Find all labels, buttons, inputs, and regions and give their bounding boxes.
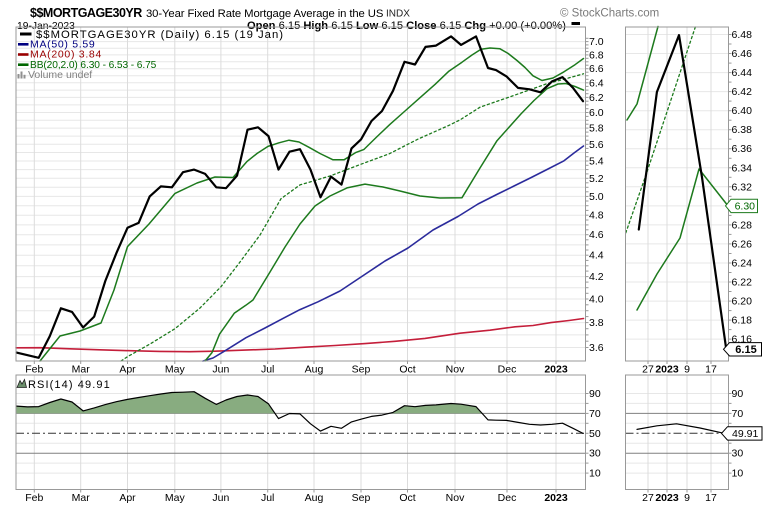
svg-text:6.48: 6.48 bbox=[732, 29, 753, 41]
svg-text:9: 9 bbox=[684, 492, 690, 504]
svg-text:2023: 2023 bbox=[544, 492, 568, 504]
svg-text:6.20: 6.20 bbox=[732, 296, 753, 308]
svg-text:Aug: Aug bbox=[305, 364, 324, 376]
svg-text:3.6: 3.6 bbox=[589, 342, 604, 354]
svg-text:5.0: 5.0 bbox=[589, 191, 604, 203]
svg-text:4.2: 4.2 bbox=[589, 271, 604, 283]
svg-text:10: 10 bbox=[732, 468, 744, 480]
svg-text:Aug: Aug bbox=[305, 492, 324, 504]
svg-text:27: 27 bbox=[642, 492, 654, 504]
svg-text:6.46: 6.46 bbox=[732, 48, 753, 60]
svg-text:$$MORTGAGE30YR (Daily) 6.15 (1: $$MORTGAGE30YR (Daily) 6.15 (19 Jan) bbox=[36, 29, 284, 41]
svg-text:6.22: 6.22 bbox=[732, 277, 753, 289]
svg-text:5.8: 5.8 bbox=[589, 123, 604, 135]
svg-text:6.34: 6.34 bbox=[732, 162, 753, 174]
svg-text:INDX: INDX bbox=[386, 9, 410, 20]
svg-text:70: 70 bbox=[732, 408, 744, 420]
svg-text:BB(20,2.0) 6.30 - 6.53 - 6.75: BB(20,2.0) 6.30 - 6.53 - 6.75 bbox=[30, 60, 157, 71]
svg-text:4.4: 4.4 bbox=[589, 250, 604, 262]
svg-text:30: 30 bbox=[732, 448, 744, 460]
svg-text:5.6: 5.6 bbox=[589, 139, 604, 151]
svg-text:6.24: 6.24 bbox=[732, 258, 753, 270]
svg-text:49.91: 49.91 bbox=[732, 428, 758, 440]
svg-text:30-Year Fixed Rate Mortgage Av: 30-Year Fixed Rate Mortgage Average in t… bbox=[146, 8, 384, 20]
svg-text:Oct: Oct bbox=[399, 492, 415, 504]
svg-text:6.28: 6.28 bbox=[732, 219, 753, 231]
svg-text:Dec: Dec bbox=[498, 364, 517, 376]
svg-text:6.18: 6.18 bbox=[732, 315, 753, 327]
svg-text:90: 90 bbox=[732, 388, 744, 400]
svg-text:10: 10 bbox=[589, 468, 601, 480]
svg-text:4.8: 4.8 bbox=[589, 210, 604, 222]
svg-text:© StockCharts.com: © StockCharts.com bbox=[560, 8, 659, 20]
svg-text:May: May bbox=[165, 364, 186, 376]
svg-text:Sep: Sep bbox=[352, 492, 371, 504]
svg-text:3.8: 3.8 bbox=[589, 317, 604, 329]
svg-text:Nov: Nov bbox=[446, 492, 465, 504]
svg-text:6.15: 6.15 bbox=[735, 344, 756, 356]
svg-text:May: May bbox=[165, 492, 186, 504]
svg-text:Jun: Jun bbox=[212, 492, 229, 504]
svg-text:6.42: 6.42 bbox=[732, 86, 753, 98]
svg-text:6.0: 6.0 bbox=[589, 107, 604, 119]
svg-text:17: 17 bbox=[705, 364, 717, 376]
svg-text:5.2: 5.2 bbox=[589, 173, 604, 185]
svg-text:50: 50 bbox=[589, 428, 601, 440]
svg-text:19-Jan-2023: 19-Jan-2023 bbox=[17, 21, 75, 32]
svg-text:6.32: 6.32 bbox=[732, 181, 753, 193]
svg-text:Volume undef: Volume undef bbox=[28, 69, 92, 81]
svg-text:Oct: Oct bbox=[399, 364, 415, 376]
svg-text:Sep: Sep bbox=[352, 364, 371, 376]
svg-text:7.0: 7.0 bbox=[589, 36, 604, 48]
svg-text:6.26: 6.26 bbox=[732, 238, 753, 250]
svg-text:RSI(14) 49.91: RSI(14) 49.91 bbox=[28, 379, 111, 391]
svg-text:MA(200) 3.84: MA(200) 3.84 bbox=[30, 49, 102, 61]
svg-text:4.6: 4.6 bbox=[589, 229, 604, 241]
svg-text:2023: 2023 bbox=[655, 492, 679, 504]
svg-text:Jul: Jul bbox=[261, 364, 274, 376]
svg-text:9: 9 bbox=[684, 364, 690, 376]
svg-text:6.2: 6.2 bbox=[589, 92, 604, 104]
svg-text:90: 90 bbox=[589, 388, 601, 400]
svg-text:6.36: 6.36 bbox=[732, 143, 753, 155]
svg-text:Apr: Apr bbox=[119, 492, 136, 504]
svg-text:Jul: Jul bbox=[261, 492, 274, 504]
svg-text:Dec: Dec bbox=[498, 492, 517, 504]
svg-text:MA(50) 5.59: MA(50) 5.59 bbox=[30, 39, 95, 51]
svg-text:5.4: 5.4 bbox=[589, 156, 604, 168]
svg-text:Mar: Mar bbox=[72, 492, 91, 504]
svg-text:Mar: Mar bbox=[72, 364, 91, 376]
svg-text:4.0: 4.0 bbox=[589, 294, 604, 306]
svg-text:27: 27 bbox=[642, 364, 654, 376]
svg-text:6.44: 6.44 bbox=[732, 67, 753, 79]
svg-text:Open 6.15 High 6.15 Low 6.15 C: Open 6.15 High 6.15 Low 6.15 Close 6.15 … bbox=[247, 20, 566, 32]
svg-text:70: 70 bbox=[589, 408, 601, 420]
svg-text:Feb: Feb bbox=[25, 492, 43, 504]
svg-text:Nov: Nov bbox=[446, 364, 465, 376]
svg-text:6.8: 6.8 bbox=[589, 49, 604, 61]
svg-text:$$MORTGAGE30YR: $$MORTGAGE30YR bbox=[30, 6, 142, 20]
svg-text:6.40: 6.40 bbox=[732, 105, 753, 117]
svg-text:6.6: 6.6 bbox=[589, 63, 604, 75]
svg-text:30: 30 bbox=[589, 448, 601, 460]
svg-text:6.4: 6.4 bbox=[589, 77, 604, 89]
svg-text:6.38: 6.38 bbox=[732, 124, 753, 136]
svg-text:6.30: 6.30 bbox=[735, 201, 756, 213]
svg-text:17: 17 bbox=[705, 492, 717, 504]
svg-text:2023: 2023 bbox=[655, 364, 679, 376]
svg-text:2023: 2023 bbox=[544, 364, 568, 376]
svg-text:Feb: Feb bbox=[25, 364, 43, 376]
svg-text:Apr: Apr bbox=[119, 364, 136, 376]
svg-text:Jun: Jun bbox=[212, 364, 229, 376]
